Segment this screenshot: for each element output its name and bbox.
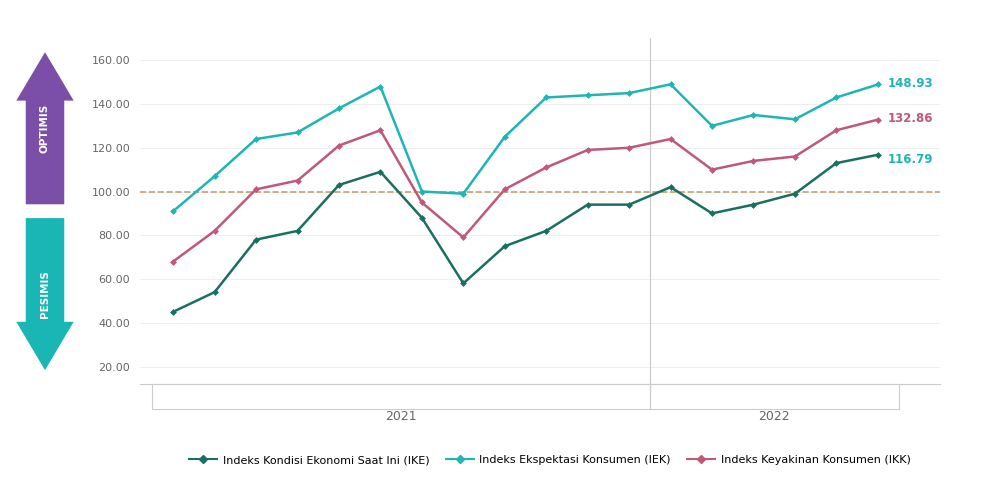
Text: 116.79: 116.79: [888, 153, 934, 166]
Legend: Indeks Kondisi Ekonomi Saat Ini (IKE), Indeks Ekspektasi Konsumen (IEK), Indeks : Indeks Kondisi Ekonomi Saat Ini (IKE), I…: [185, 451, 915, 469]
Text: 132.86: 132.86: [888, 112, 934, 125]
Text: 2021: 2021: [385, 410, 417, 423]
FancyArrow shape: [16, 52, 74, 204]
Text: 148.93: 148.93: [888, 77, 934, 90]
Text: OPTIMIS: OPTIMIS: [40, 104, 50, 153]
FancyArrow shape: [16, 218, 74, 370]
Text: 2022: 2022: [758, 410, 790, 423]
Text: PESIMIS: PESIMIS: [40, 270, 50, 318]
